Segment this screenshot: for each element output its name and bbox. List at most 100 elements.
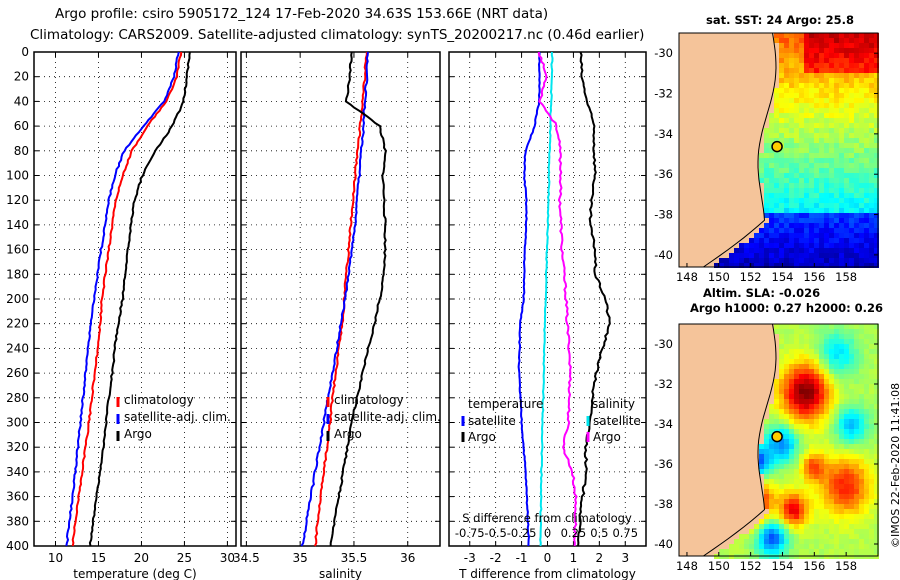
y-tick-label: 300 xyxy=(6,416,29,430)
y-tick-label: 320 xyxy=(6,440,29,454)
sla-map-coastline xyxy=(703,323,777,557)
diff-legend-title-temperature: temperature xyxy=(468,397,543,411)
salinity-tick-label: -0.5 xyxy=(484,526,506,540)
difference-line-temperature-argo xyxy=(539,51,554,547)
x-tick-label: 35.5 xyxy=(341,551,368,565)
map-x-tick-label: 148 xyxy=(676,559,698,573)
map-y-tick-label: -32 xyxy=(654,377,673,391)
map-y-tick-label: -36 xyxy=(654,457,673,471)
map-x-tick-label: 154 xyxy=(772,270,794,284)
salinity-line-satellite-adj--clim- xyxy=(300,51,369,547)
x-tick-label: 2 xyxy=(596,551,604,565)
diff-legend-title-salinity: salinity xyxy=(592,397,635,411)
x-tick-label: 25 xyxy=(177,551,192,565)
sst-map-frame xyxy=(678,32,879,268)
salinity-tick-label: 0.5 xyxy=(590,526,608,540)
map-x-tick-label: 152 xyxy=(740,270,762,284)
legend-label: climatology xyxy=(124,393,194,407)
plot-frame-3 xyxy=(448,51,647,547)
map-x-tick-label: 158 xyxy=(835,559,857,573)
sla-map-argo-marker xyxy=(771,430,783,443)
map-x-tick-label: 152 xyxy=(740,559,762,573)
diff-legend-label: satellite xyxy=(468,414,516,428)
y-tick-label: 380 xyxy=(6,514,29,528)
map-y-tick-label: -36 xyxy=(654,167,673,181)
sla-map-subtitle: Argo h1000: 0.27 h2000: 0.26 xyxy=(690,301,884,315)
x-tick-label: 36 xyxy=(400,551,415,565)
map-y-tick-label: -40 xyxy=(654,537,673,551)
y-tick-label: 100 xyxy=(6,169,29,183)
y-tick-label: 360 xyxy=(6,490,29,504)
legend-label: Argo xyxy=(334,427,362,441)
sla-map-title: Altim. SLA: -0.026 xyxy=(703,286,821,300)
sla-map-frame xyxy=(678,323,879,557)
x-tick-label: 30 xyxy=(220,551,235,565)
y-tick-label: 200 xyxy=(6,292,29,306)
difference-line-salinity-argo xyxy=(577,51,611,547)
map-y-tick-label: -32 xyxy=(654,87,673,101)
y-tick-label: 240 xyxy=(6,341,29,355)
y-tick-label: 280 xyxy=(6,391,29,405)
y-tick-label: 220 xyxy=(6,317,29,331)
x-tick-label: 3 xyxy=(621,551,629,565)
legend-label: Argo xyxy=(124,427,152,441)
x-tick-label: -3 xyxy=(464,551,476,565)
x-tick-label: 15 xyxy=(91,551,106,565)
map-y-tick-label: -30 xyxy=(654,46,673,60)
y-tick-label: 140 xyxy=(6,218,29,232)
sst-map-title: sat. SST: 24 Argo: 25.8 xyxy=(706,13,855,27)
salinity-tick-label: 0.25 xyxy=(561,526,587,540)
y-tick-label: 120 xyxy=(6,193,29,207)
x-tick-label: -2 xyxy=(490,551,502,565)
imos-credit: ©IMOS 22-Feb-2020 11:41:08 xyxy=(889,382,900,548)
map-x-tick-label: 156 xyxy=(803,559,825,573)
x-axis-label: temperature (deg C) xyxy=(73,567,196,580)
title-line-1: Argo profile: csiro 5905172_124 17-Feb-2… xyxy=(55,6,549,22)
difference-line-temperature-satellite xyxy=(517,52,541,547)
sla-map xyxy=(678,323,879,559)
map-x-tick-label: 148 xyxy=(676,270,698,284)
x-tick-label: -1 xyxy=(516,551,528,565)
y-tick-label: 400 xyxy=(6,539,29,553)
map-y-tick-label: -34 xyxy=(654,127,673,141)
map-x-tick-label: 150 xyxy=(708,559,730,573)
y-tick-label: 20 xyxy=(14,70,29,84)
temperature-line-climatology xyxy=(71,51,183,547)
y-tick-label: 80 xyxy=(14,144,29,158)
map-x-tick-label: 158 xyxy=(835,270,857,284)
legend-label: climatology xyxy=(334,393,404,407)
y-tick-label: 340 xyxy=(6,465,29,479)
x-axis-label: salinity xyxy=(319,567,362,580)
x-tick-label: 34.5 xyxy=(233,551,260,565)
y-tick-label: 60 xyxy=(14,119,29,133)
x-tick-label: 20 xyxy=(134,551,149,565)
y-tick-label: 0 xyxy=(21,45,29,59)
salinity-tick-label: -0.25 xyxy=(507,526,537,540)
salinity-tick-label: 0.75 xyxy=(612,526,638,540)
x-tick-label: 35 xyxy=(293,551,308,565)
y-tick-label: 40 xyxy=(14,94,29,108)
title-line-2: Climatology: CARS2009. Satellite-adjuste… xyxy=(30,27,645,43)
y-tick-label: 260 xyxy=(6,366,29,380)
legend-label: satellite-adj. clim. xyxy=(124,410,231,424)
temperature-line-satellite-adj--clim- xyxy=(65,51,180,547)
map-y-tick-label: -40 xyxy=(654,248,673,262)
diff-legend-label: Argo xyxy=(593,430,621,444)
map-x-tick-label: 150 xyxy=(708,270,730,284)
difference-line-salinity-satellite xyxy=(537,51,578,547)
x-axis-label: T difference from climatology xyxy=(458,567,636,580)
sst-map-coastline xyxy=(703,32,777,268)
x-tick-label: 1 xyxy=(570,551,578,565)
map-y-tick-label: -38 xyxy=(654,497,673,511)
salinity-tick-label: -0.75 xyxy=(455,526,485,540)
y-tick-label: 180 xyxy=(6,267,29,281)
map-y-tick-label: -34 xyxy=(654,417,673,431)
map-y-tick-label: -30 xyxy=(654,337,673,351)
temperature-line-argo xyxy=(88,51,191,547)
salinity-line-argo xyxy=(329,51,387,546)
sst-map xyxy=(678,32,879,268)
map-y-tick-label: -38 xyxy=(654,208,673,222)
x-tick-label: 10 xyxy=(48,551,63,565)
map-x-tick-label: 154 xyxy=(772,559,794,573)
map-x-tick-label: 156 xyxy=(803,270,825,284)
